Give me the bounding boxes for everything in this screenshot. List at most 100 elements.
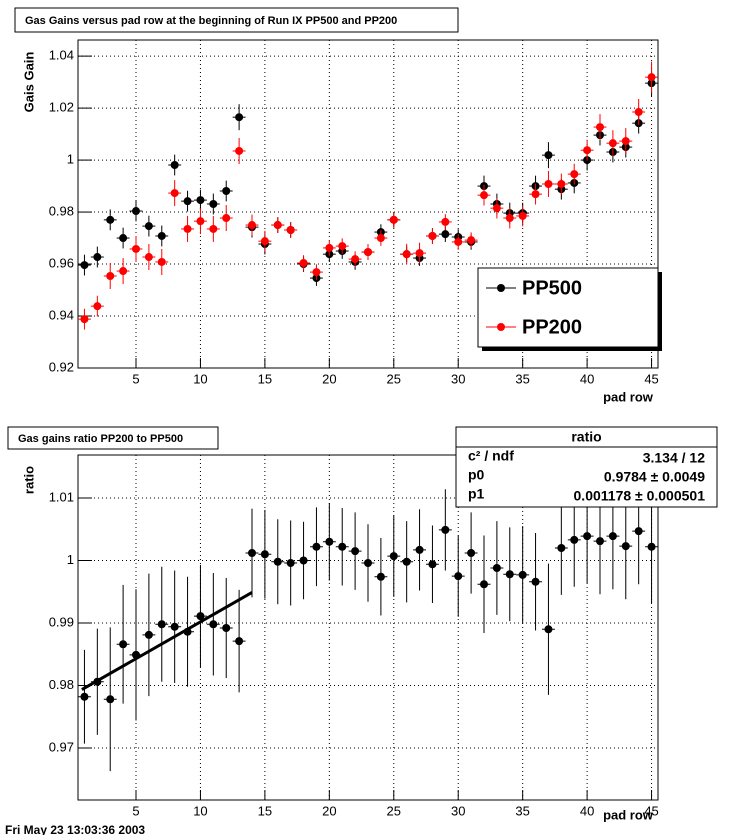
y-axis-label: Gais Gain (21, 52, 36, 113)
data-point (364, 559, 372, 567)
data-point (119, 234, 128, 243)
x-tick-label: 45 (644, 803, 658, 818)
data-point (183, 224, 192, 233)
data-point (583, 146, 592, 155)
stats-title: ratio (571, 429, 601, 445)
data-point (170, 161, 179, 170)
x-tick-label: 20 (322, 371, 336, 386)
data-point (248, 549, 256, 557)
data-point (260, 550, 269, 559)
data-point (119, 640, 128, 649)
data-point (505, 214, 514, 223)
data-point (299, 556, 308, 565)
data-point (634, 107, 643, 116)
y-tick-label: 1 (67, 552, 74, 567)
x-tick-label: 10 (193, 803, 207, 818)
data-point (235, 146, 244, 155)
data-point (144, 253, 153, 262)
data-point (209, 620, 218, 629)
data-point (170, 189, 179, 198)
data-point (492, 204, 501, 213)
data-point (260, 237, 269, 246)
data-point (480, 580, 488, 589)
data-point (428, 560, 437, 569)
data-point (570, 170, 579, 179)
data-point (441, 230, 450, 239)
data-point (93, 302, 102, 311)
y-tick-label: 0.99 (49, 614, 74, 629)
data-point (608, 139, 617, 148)
x-tick-label: 35 (515, 803, 529, 818)
data-point (106, 215, 115, 224)
data-point (428, 231, 437, 240)
data-point (119, 267, 128, 276)
title-box (14, 7, 459, 33)
stats-value: 0.001178 ± 0.000501 (574, 488, 706, 504)
data-point (441, 525, 450, 534)
data-point (518, 570, 527, 579)
data-point (312, 268, 321, 277)
data-point (634, 527, 643, 536)
y-tick-label: 1.04 (49, 48, 74, 63)
data-point (157, 231, 166, 240)
data-point (196, 217, 205, 226)
data-point (621, 542, 630, 551)
data-point (106, 695, 115, 704)
data-point (454, 572, 463, 581)
data-point (441, 217, 450, 226)
x-axis-label: pad row (603, 389, 654, 404)
data-point (222, 214, 231, 223)
data-point (480, 191, 488, 200)
stats-name: p0 (468, 467, 485, 483)
data-point (583, 532, 592, 541)
x-tick-label: 20 (322, 803, 336, 818)
x-tick-label: 25 (387, 803, 401, 818)
data-point (93, 253, 102, 262)
y-tick-label: 0.97 (49, 739, 74, 754)
data-point (273, 221, 282, 230)
data-point (80, 315, 89, 324)
data-point (608, 532, 617, 541)
data-point (196, 612, 205, 621)
stats-name: c² / ndf (468, 448, 514, 464)
x-tick-label: 5 (132, 803, 139, 818)
data-point (647, 542, 656, 551)
data-point (235, 637, 244, 646)
data-point (544, 151, 553, 160)
data-point (132, 207, 140, 216)
data-point (557, 179, 566, 188)
y-tick-label: 0.96 (49, 255, 74, 270)
y-tick-label: 0.98 (49, 203, 74, 218)
data-point (157, 620, 166, 629)
data-point (596, 123, 604, 132)
data-point (647, 73, 656, 82)
data-point (557, 544, 566, 552)
data-point (402, 557, 411, 566)
y-tick-label: 0.92 (49, 359, 74, 374)
data-point (144, 630, 153, 639)
data-point (325, 243, 334, 252)
x-tick-label: 35 (515, 371, 529, 386)
x-tick-label: 15 (258, 803, 272, 818)
data-point (235, 113, 244, 122)
stats-value: 3.134 / 12 (643, 450, 705, 466)
data-point (389, 215, 398, 224)
data-point (273, 557, 282, 566)
data-point (364, 248, 372, 257)
x-tick-label: 45 (644, 371, 658, 386)
title-box (7, 426, 219, 450)
data-point (299, 258, 308, 267)
data-point (389, 552, 398, 561)
legend-label: PP500 (522, 277, 582, 299)
data-point (222, 624, 231, 632)
data-point (402, 250, 411, 259)
data-point (351, 547, 360, 556)
x-tick-label: 5 (132, 371, 139, 386)
data-point (505, 570, 514, 579)
data-point (351, 255, 360, 264)
data-point (467, 236, 476, 245)
data-point (80, 261, 89, 270)
fit-line (81, 591, 253, 691)
data-point (144, 222, 153, 231)
data-point (570, 535, 579, 544)
